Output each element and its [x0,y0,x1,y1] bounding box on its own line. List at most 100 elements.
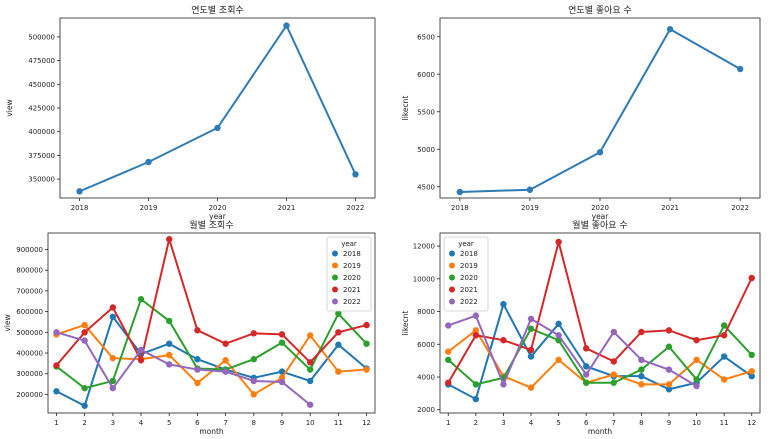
y-tick-label: 500000 [28,33,55,41]
data-point [109,384,117,392]
data-point [445,348,452,355]
series-2020 [445,322,755,388]
y-tick-label: 400000 [16,350,43,358]
x-tick-label: 2020 [209,204,227,212]
x-tick-label: 1 [446,419,450,427]
data-point [166,361,173,368]
x-tick-label: 4 [529,419,534,427]
data-point [335,310,342,317]
x-tick-label: 4 [139,419,144,427]
data-point [527,384,535,391]
data-point [194,327,201,334]
axes-frame [439,232,761,414]
series-line [447,328,753,389]
data-point [306,377,314,385]
y-axis-label: view [5,99,14,116]
data-point [137,346,145,354]
legend-marker [449,250,455,257]
data-point [583,363,590,370]
x-axis-label: year [592,212,610,221]
y-tick-label: 4500 [417,183,435,191]
series-line [56,323,367,396]
y-tick-label: 2000 [417,406,435,414]
data-point [81,384,88,392]
data-point [555,238,562,246]
data-point [720,376,728,383]
x-tick-label: 2021 [278,204,296,212]
x-tick-label: 6 [584,419,589,427]
data-point [472,381,480,388]
data-point [278,331,286,338]
x-tick-label: 2022 [347,204,365,212]
x-tick-label: 2019 [521,204,539,212]
x-axis-label: month [199,427,224,436]
data-point [222,368,229,375]
data-point [527,353,535,360]
data-point [76,188,83,195]
series-2022 [53,329,314,408]
x-tick-label: 2022 [731,204,749,212]
x-tick-label: 3 [501,419,505,427]
legend-title: year [458,240,474,248]
data-point [81,321,88,329]
chart-panel-2: 연도별 좋아요 수 2018 2019 2020 2021 2022 year 4500 500… [401,5,761,221]
data-point [456,188,464,196]
data-point [526,186,534,193]
data-point [555,320,562,328]
data-point [278,339,286,346]
y-tick-label: 425000 [28,105,55,113]
series-line [55,314,368,408]
x-tick-label: 3 [111,419,115,427]
axes-frame [439,17,761,199]
data-point [720,322,728,329]
data-point [555,332,562,339]
data-point [720,332,728,339]
data-point [166,317,173,325]
data-point [194,366,201,373]
y-tick-label: 500000 [16,329,43,337]
data-point [250,391,257,398]
series-line [447,301,753,401]
data-point [610,358,617,365]
x-tick-label: 11 [334,419,343,427]
data-point [555,356,562,364]
data-point [109,377,117,385]
data-point [693,356,700,364]
x-tick-label: 2018 [71,204,89,212]
x-tick-label: 6 [195,419,200,427]
legend-marker [449,274,455,281]
y-tick-label: 200000 [16,391,43,399]
data-point [500,381,507,388]
y-tick-label: 350000 [28,176,55,184]
data-point [335,341,342,348]
legend-marker [332,286,338,293]
data-point [335,368,342,375]
data-point [166,340,173,347]
data-point [222,340,229,347]
series-2019 [445,327,755,391]
series-2019 [53,321,370,398]
data-point [610,328,617,336]
legend-title: year [341,240,357,248]
data-point [472,312,480,319]
data-point [109,354,117,362]
y-tick-label: 10000 [413,275,435,283]
x-tick-label: 10 [306,419,315,427]
data-point [693,376,700,383]
series-2021 [53,235,370,369]
x-tick-label: 8 [252,419,256,427]
y-tick-label: 400000 [28,128,55,136]
x-tick-label: 2021 [661,204,679,212]
legend-entry: 2021 [460,286,478,294]
axes-frame [47,232,376,414]
data-point [665,381,673,388]
data-point [278,378,286,386]
x-axis-label: month [588,427,613,436]
series-line [459,27,741,193]
chart-title: 연도별 조회수 [191,5,244,16]
series-line [447,323,753,386]
axes-frame [59,17,376,199]
series-1 [76,22,359,195]
data-point [250,330,257,337]
